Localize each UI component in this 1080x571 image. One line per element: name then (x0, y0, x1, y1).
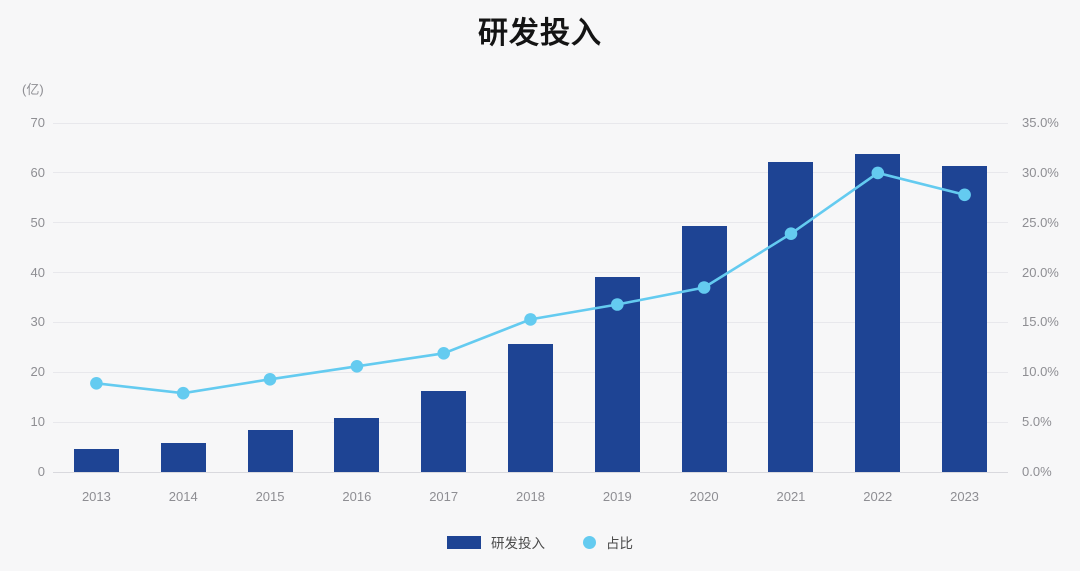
bar-2018[interactable] (508, 344, 553, 472)
x-axis-tick-2013: 2013 (81, 489, 111, 504)
x-axis-tick-2019: 2019 (602, 489, 632, 504)
y-axis-right-tick: 30.0% (1022, 164, 1059, 180)
bar-2016[interactable] (334, 418, 380, 472)
y-axis-right-tick: 5.0% (1022, 414, 1052, 430)
legend: 研发投入 占比 (0, 532, 1080, 552)
line-point-2013[interactable] (90, 377, 103, 390)
bar-2013[interactable] (73, 448, 119, 472)
x-axis-tick-2021: 2021 (776, 489, 806, 504)
x-axis-tick-2023: 2023 (950, 489, 980, 504)
y-axis-left-tick: 0 (37, 464, 45, 479)
y-axis-left-tick: 30 (30, 314, 45, 330)
line-point-2020[interactable] (697, 281, 711, 294)
y-axis-right-tick: 15.0% (1022, 314, 1059, 330)
x-axis-tick-2017: 2017 (429, 489, 459, 504)
bar-series-swatch-icon (447, 535, 481, 549)
chart-title: 研发投入 (478, 17, 602, 50)
bar-2020[interactable] (681, 225, 727, 472)
gridline (53, 222, 1008, 224)
y-axis-left-tick: 20 (30, 364, 45, 380)
x-axis-tick-2016: 2016 (342, 489, 372, 504)
y-axis-left-tick: 60 (30, 164, 45, 180)
x-axis-tick-2018: 2018 (516, 489, 545, 504)
y-axis-right-tick: 0.0% (1022, 464, 1052, 479)
line-point-2014[interactable] (176, 386, 190, 400)
left-axis-unit-label: (亿) (22, 82, 44, 97)
x-axis-tick-2015: 2015 (255, 489, 285, 504)
x-axis-line (53, 471, 1008, 473)
bar-2022[interactable] (855, 154, 901, 472)
line-point-2017[interactable] (437, 347, 451, 360)
bar-2015[interactable] (247, 430, 293, 472)
line-point-2022[interactable] (871, 166, 885, 180)
y-axis-right-tick: 35.0% (1022, 115, 1059, 130)
line-point-2018[interactable] (524, 313, 537, 326)
y-axis-right: 0.0% 5.0% 10.0% 15.0% 20.0% 25.0% 30.0% 35.0% (1022, 115, 1080, 479)
gridline (53, 272, 1008, 274)
line-point-2023[interactable] (958, 188, 971, 202)
y-axis-left-tick: 10 (30, 414, 45, 430)
x-axis: 2013 2014 2015 2016 2017 2018 2019 2020 2021 2022… (53, 489, 1008, 509)
legend-item-bar-series[interactable]: 研发投入 (447, 532, 545, 552)
y-axis-right-tick: 20.0% (1022, 264, 1059, 280)
bar-2023[interactable] (942, 166, 988, 472)
plot-area (53, 122, 1008, 473)
line-series-swatch-icon (583, 535, 596, 549)
y-axis-right-tick: 25.0% (1022, 214, 1059, 230)
line-series-path (96, 171, 965, 395)
y-axis-left-tick: 50 (30, 214, 45, 230)
x-axis-tick-2020: 2020 (689, 489, 719, 504)
y-axis-left: 0 10 20 30 40 50 60 70 (0, 115, 45, 479)
y-axis-right-tick: 10.0% (1022, 364, 1059, 380)
line-point-2021[interactable] (784, 227, 798, 240)
gridline (53, 172, 1008, 174)
line-series-layer (90, 166, 971, 400)
bar-2021[interactable] (768, 161, 814, 472)
legend-label: 研发投入 (491, 536, 545, 551)
line-point-2019[interactable] (611, 298, 624, 311)
bar-2014[interactable] (160, 443, 206, 472)
gridline (53, 122, 1008, 124)
y-axis-left-tick: 40 (30, 264, 45, 280)
x-axis-tick-2014: 2014 (168, 489, 198, 504)
bar-2017[interactable] (421, 391, 467, 472)
x-axis-tick-2022: 2022 (863, 489, 893, 504)
legend-label: 占比 (606, 536, 633, 551)
line-point-2016[interactable] (350, 360, 364, 373)
line-point-2015[interactable] (263, 373, 277, 386)
y-axis-left-tick: 70 (30, 115, 45, 130)
legend-item-line-series[interactable]: 占比 (583, 532, 633, 552)
